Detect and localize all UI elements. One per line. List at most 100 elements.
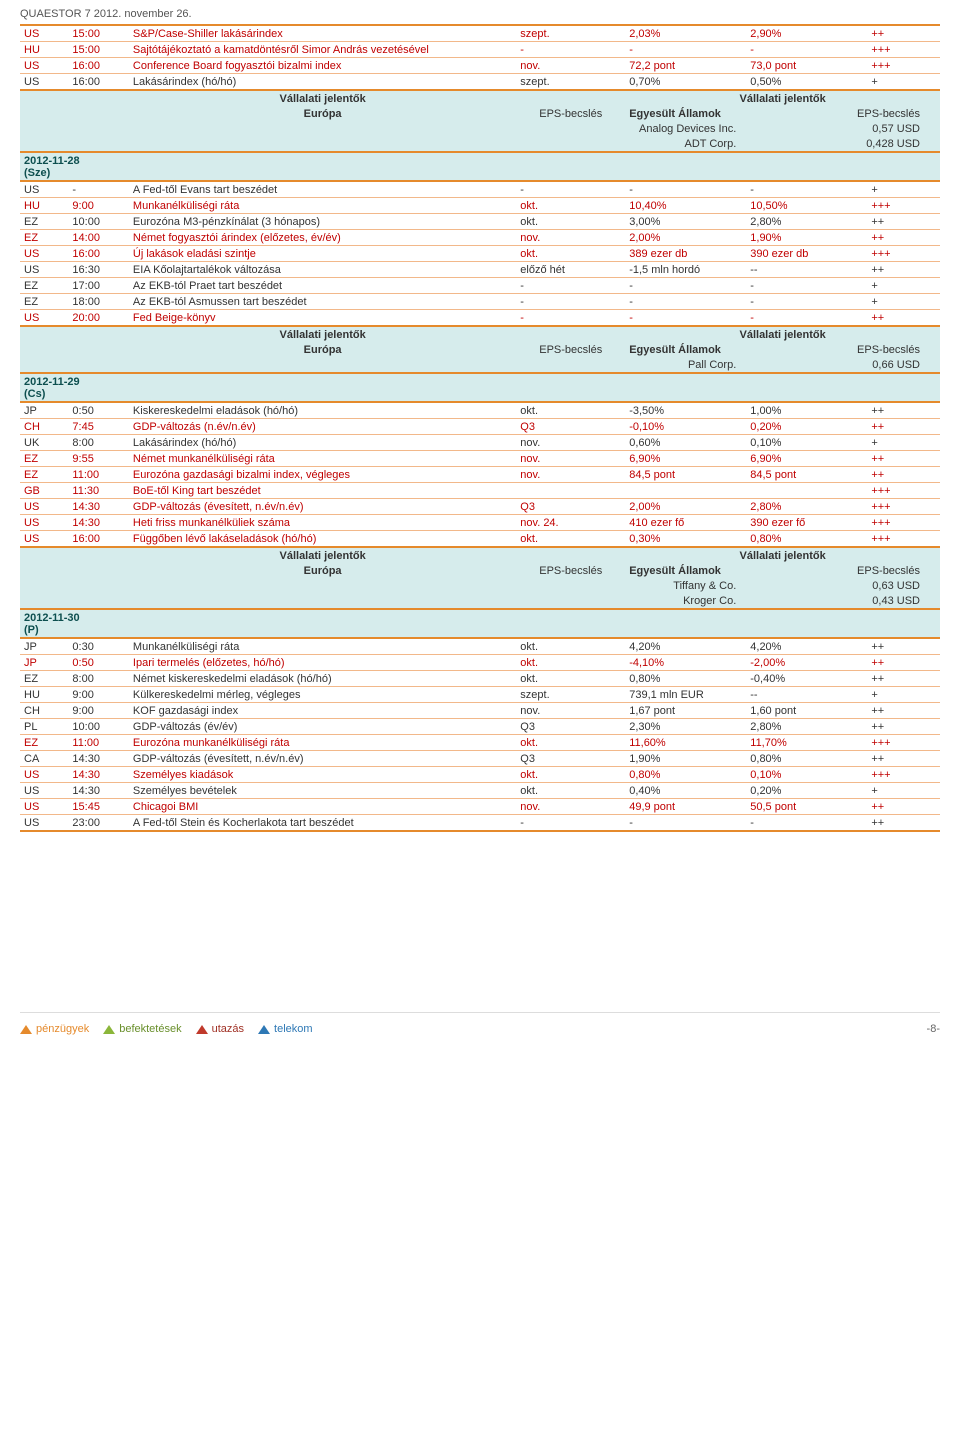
value-1: 4,20% [625, 638, 746, 655]
importance: +++ [867, 515, 940, 531]
calendar-row: EZ11:00Eurozóna gazdasági bizalmi index,… [20, 467, 940, 483]
value-1: 0,80% [625, 671, 746, 687]
value-2: -- [746, 687, 867, 703]
value-2: 6,90% [746, 451, 867, 467]
importance: + [867, 294, 940, 310]
country-code: US [20, 246, 68, 262]
importance: ++ [867, 751, 940, 767]
event-desc: Sajtótájékoztató a kamatdöntésről Simor … [129, 42, 516, 58]
calendar-row: EZ18:00Az EKB-tól Asmussen tart beszédet… [20, 294, 940, 310]
value-2: - [746, 310, 867, 327]
event-desc: Kiskereskedelmi eladások (hó/hó) [129, 402, 516, 419]
country-code: EZ [20, 671, 68, 687]
value-1: -1,5 mln hordó [625, 262, 746, 278]
importance: +++ [867, 499, 940, 515]
section-date-label: 2012-11-29 (Cs) [20, 373, 940, 402]
calendar-row: CA14:30GDP-változás (évesített, n.év/n.é… [20, 751, 940, 767]
time: 16:30 [68, 262, 129, 278]
time: 11:00 [68, 467, 129, 483]
value-1: - [625, 181, 746, 198]
eps-value: 0,57 USD [746, 121, 940, 136]
importance: ++ [867, 230, 940, 246]
time: 10:00 [68, 214, 129, 230]
period: okt. [516, 783, 625, 799]
calendar-row: JP0:50Ipari termelés (előzetes, hó/hó)ok… [20, 655, 940, 671]
time: 9:55 [68, 451, 129, 467]
section-date: 2012-11-30 (P) [20, 609, 940, 638]
event-desc: Német fogyasztói árindex (előzetes, év/é… [129, 230, 516, 246]
calendar-row: US-A Fed-től Evans tart beszédet---+ [20, 181, 940, 198]
event-desc: Eurozóna gazdasági bizalmi index, végleg… [129, 467, 516, 483]
importance: ++ [867, 703, 940, 719]
event-desc: Új lakások eladási szintje [129, 246, 516, 262]
eps-label: EPS-becslés [516, 342, 625, 357]
calendar-row: US16:00Lakásárindex (hó/hó)szept.0,70%0,… [20, 74, 940, 91]
period: okt. [516, 531, 625, 548]
period: okt. [516, 214, 625, 230]
value-2: 10,50% [746, 198, 867, 214]
calendar-row: US15:45Chicagoi BMInov.49,9 pont50,5 pon… [20, 799, 940, 815]
calendar-row: US14:30Személyes kiadásokokt.0,80%0,10%+… [20, 767, 940, 783]
country-code: EZ [20, 230, 68, 246]
time: 15:45 [68, 799, 129, 815]
value-2: 0,80% [746, 751, 867, 767]
time: 9:00 [68, 687, 129, 703]
time: 23:00 [68, 815, 129, 832]
value-1: 84,5 pont [625, 467, 746, 483]
time: 11:00 [68, 735, 129, 751]
country-code: JP [20, 638, 68, 655]
country-code: EZ [20, 467, 68, 483]
calendar-row: US16:30EIA Kőolajtartalékok változásaelő… [20, 262, 940, 278]
value-2: - [746, 42, 867, 58]
value-2 [746, 483, 867, 499]
importance: ++ [867, 719, 940, 735]
country-code: UK [20, 435, 68, 451]
value-2: 73,0 pont [746, 58, 867, 74]
importance: +++ [867, 531, 940, 548]
calendar-row: US23:00A Fed-től Stein és Kocherlakota t… [20, 815, 940, 832]
country-code: GB [20, 483, 68, 499]
country-code: US [20, 815, 68, 832]
time: 20:00 [68, 310, 129, 327]
country-code: US [20, 58, 68, 74]
period: nov. [516, 58, 625, 74]
time: 7:45 [68, 419, 129, 435]
value-2: 1,90% [746, 230, 867, 246]
value-2: -0,40% [746, 671, 867, 687]
page-footer: pénzügyek befektetések utazás telekom -8… [20, 1012, 940, 1035]
period: - [516, 278, 625, 294]
period: szept. [516, 687, 625, 703]
importance: ++ [867, 451, 940, 467]
calendar-row: US16:00Függőben lévő lakáseladások (hó/h… [20, 531, 940, 548]
calendar-row: CH9:00KOF gazdasági indexnov.1,67 pont1,… [20, 703, 940, 719]
time: 14:30 [68, 783, 129, 799]
period: - [516, 310, 625, 327]
event-desc: GDP-változás (évesített, n.év/n.év) [129, 499, 516, 515]
time: 16:00 [68, 246, 129, 262]
time: 0:30 [68, 638, 129, 655]
event-desc: Eurozóna munkanélküliségi ráta [129, 735, 516, 751]
value-2: 2,90% [746, 25, 867, 42]
country-code: JP [20, 655, 68, 671]
period: okt. [516, 246, 625, 262]
country-code: US [20, 74, 68, 91]
country-code: EZ [20, 451, 68, 467]
value-1: 2,30% [625, 719, 746, 735]
calendar-row: HU9:00Munkanélküliségi rátaokt.10,40%10,… [20, 198, 940, 214]
value-2: 2,80% [746, 499, 867, 515]
country-code: US [20, 767, 68, 783]
company-name: Pall Corp. [625, 357, 746, 373]
company-name: Analog Devices Inc. [625, 121, 746, 136]
period: - [516, 815, 625, 832]
earnings-title-left: Vállalati jelentők [129, 547, 516, 563]
earnings-subheader-row: EurópaEPS-becslésEgyesült ÁllamokEPS-bec… [20, 342, 940, 357]
time: 8:00 [68, 671, 129, 687]
time: 15:00 [68, 42, 129, 58]
value-2: 390 ezer fő [746, 515, 867, 531]
value-1: - [625, 42, 746, 58]
value-2: - [746, 294, 867, 310]
period: okt. [516, 767, 625, 783]
calendar-row: HU9:00Külkereskedelmi mérleg, véglegessz… [20, 687, 940, 703]
value-2: 0,10% [746, 435, 867, 451]
calendar-row: US14:30Személyes bevételekokt.0,40%0,20%… [20, 783, 940, 799]
